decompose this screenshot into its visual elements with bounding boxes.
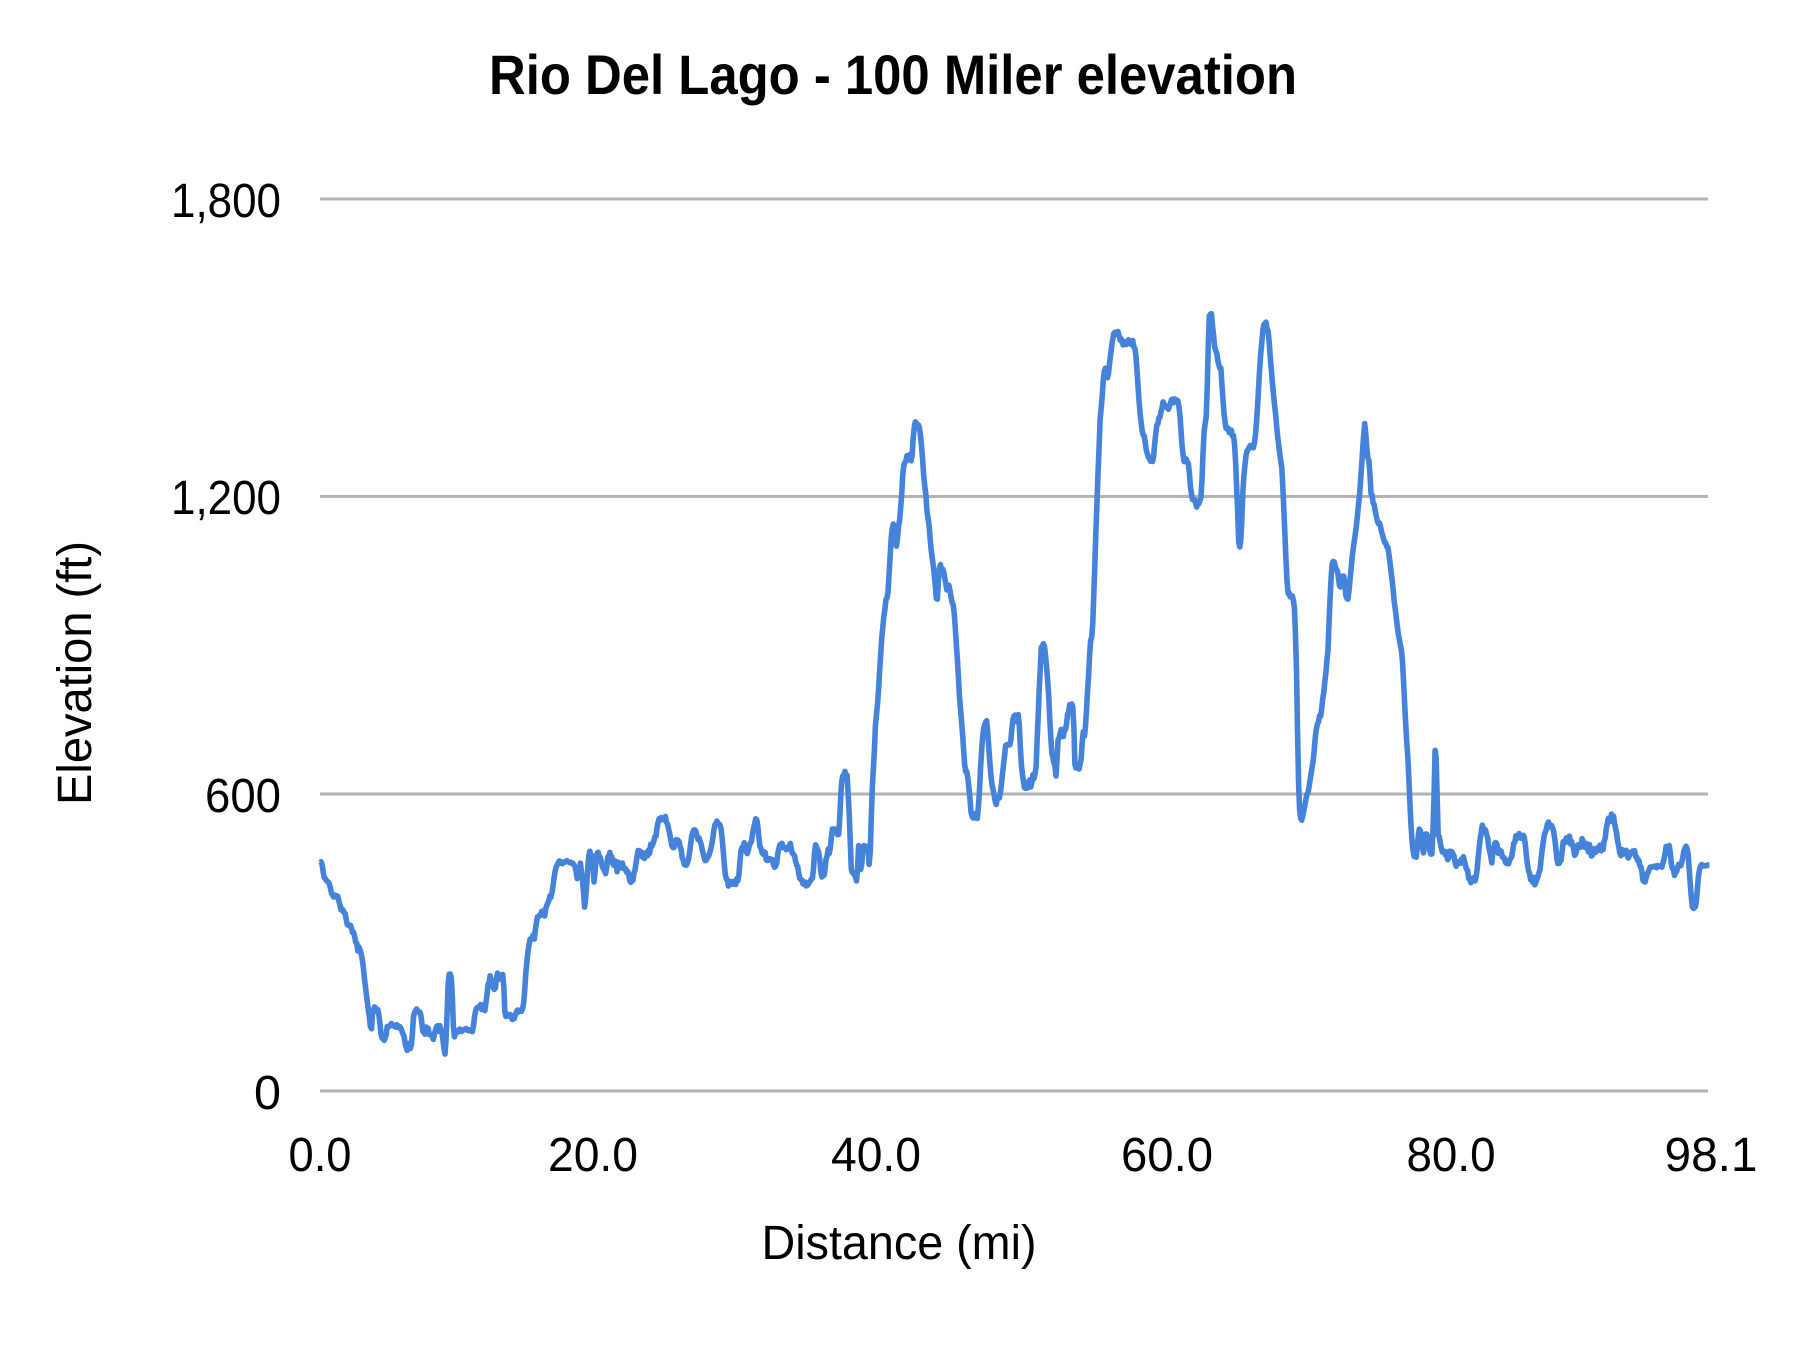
svg-text:40.0: 40.0	[831, 1129, 921, 1182]
svg-text:Elevation (ft): Elevation (ft)	[49, 541, 102, 805]
svg-text:80.0: 80.0	[1407, 1129, 1496, 1182]
svg-text:0: 0	[254, 1067, 281, 1120]
svg-text:1,800: 1,800	[171, 175, 281, 228]
svg-text:20.0: 20.0	[548, 1129, 638, 1182]
svg-text:Rio Del Lago - 100 Miler eleva: Rio Del Lago - 100 Miler elevation	[489, 43, 1297, 106]
svg-text:1,200: 1,200	[171, 472, 281, 525]
svg-text:60.0: 60.0	[1121, 1129, 1213, 1182]
svg-text:600: 600	[205, 770, 281, 823]
svg-text:0.0: 0.0	[289, 1129, 352, 1182]
svg-text:Distance (mi): Distance (mi)	[762, 1217, 1037, 1270]
svg-text:98.1: 98.1	[1665, 1129, 1758, 1182]
